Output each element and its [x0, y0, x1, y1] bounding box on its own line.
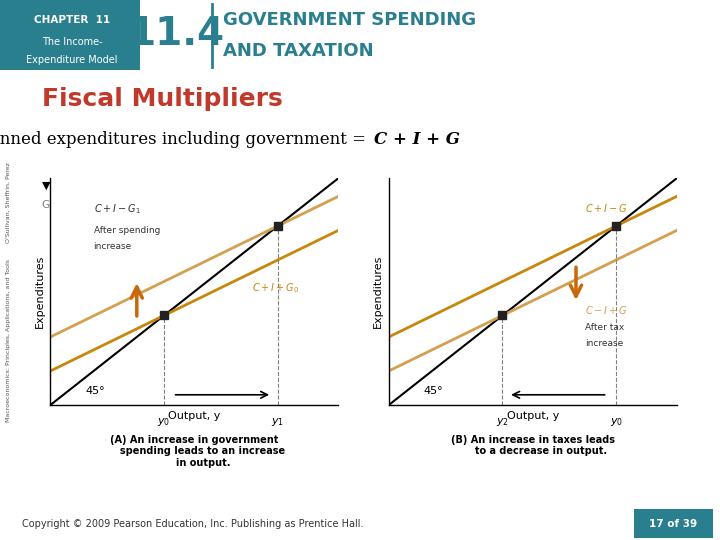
- Text: 45°: 45°: [85, 386, 104, 396]
- Text: increase: increase: [585, 339, 623, 348]
- Text: $y_0$: $y_0$: [610, 416, 623, 428]
- Text: increase: increase: [94, 241, 132, 251]
- Text: $y_1$: $y_1$: [271, 416, 284, 428]
- Y-axis label: Expenditures: Expenditures: [373, 255, 383, 328]
- Text: Expenditure Model: Expenditure Model: [26, 55, 118, 65]
- Text: $C + I + G_0$: $C + I + G_0$: [252, 281, 299, 295]
- Text: $C - I + G$: $C - I + G$: [585, 304, 627, 316]
- Text: $y_2$: $y_2$: [496, 416, 509, 428]
- Text: planned expenditures including government =: planned expenditures including governmen…: [0, 131, 371, 148]
- Text: The Income-: The Income-: [42, 37, 102, 46]
- Text: 17 of 39: 17 of 39: [649, 519, 697, 529]
- Text: $y_0$: $y_0$: [158, 416, 171, 428]
- Text: (B) An increase in taxes leads
     to a decrease in output.: (B) An increase in taxes leads to a decr…: [451, 435, 615, 456]
- Text: Copyright © 2009 Pearson Education, Inc. Publishing as Prentice Hall.: Copyright © 2009 Pearson Education, Inc.…: [22, 519, 363, 529]
- Text: (A) An increase in government
     spending leads to an increase
     in output.: (A) An increase in government spending l…: [104, 435, 285, 468]
- Text: 11.4: 11.4: [128, 15, 225, 53]
- Text: ▼ FIGURE 11.9: ▼ FIGURE 11.9: [42, 180, 132, 191]
- X-axis label: Output, y: Output, y: [507, 410, 559, 421]
- Text: Macroeconomics: Principles, Applications, and Tools        O'Sullivan, Sheffrin,: Macroeconomics: Principles, Applications…: [6, 161, 12, 422]
- Text: CHAPTER  11: CHAPTER 11: [34, 16, 110, 25]
- Text: After spending: After spending: [94, 226, 160, 235]
- Text: 45°: 45°: [423, 386, 443, 396]
- Text: GOVERNMENT SPENDING: GOVERNMENT SPENDING: [223, 11, 477, 29]
- Text: After tax: After tax: [585, 323, 624, 332]
- Text: Fiscal Multipliers: Fiscal Multipliers: [42, 87, 283, 111]
- Text: C + I + G: C + I + G: [374, 131, 460, 148]
- Text: $C + I - G$: $C + I - G$: [585, 202, 627, 214]
- Text: AND TAXATION: AND TAXATION: [223, 42, 374, 59]
- FancyBboxPatch shape: [0, 0, 140, 70]
- X-axis label: Output, y: Output, y: [168, 410, 220, 421]
- Text: $C + I - G_1$: $C + I - G_1$: [94, 202, 140, 216]
- Text: Government Spending, Taxes, and GDP: Government Spending, Taxes, and GDP: [42, 200, 247, 210]
- Y-axis label: Expenditures: Expenditures: [35, 255, 45, 328]
- FancyBboxPatch shape: [634, 509, 713, 538]
